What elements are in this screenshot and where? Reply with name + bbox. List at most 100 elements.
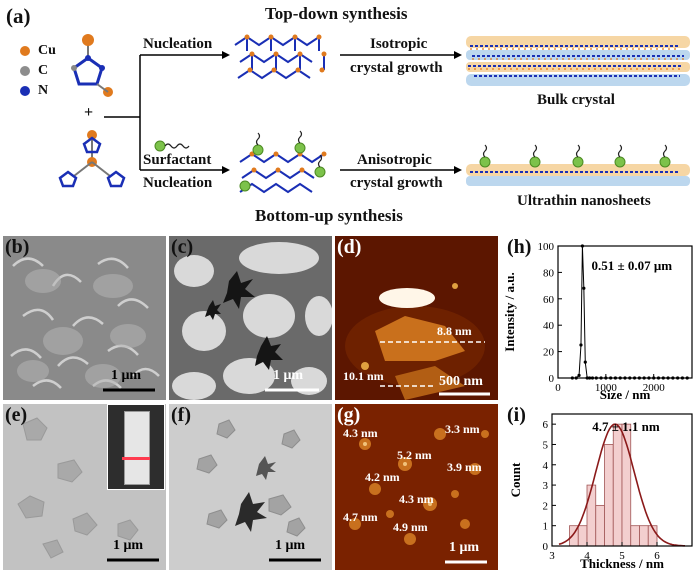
panel-d-height-2: 10.1 nm [343, 369, 384, 383]
panel-c-tem-image: (c) 1 μm [169, 236, 332, 400]
annotation: 4.7 ± 1.1 nm [592, 419, 660, 434]
y-tick-label: 6 [543, 419, 549, 431]
legend-c: C [20, 62, 48, 80]
x-axis-label: Thickness / nm [580, 556, 664, 571]
y-tick-label: 100 [538, 241, 555, 253]
y-tick-label: 3 [543, 480, 549, 492]
panel-c-scale: 1 μm [273, 368, 304, 383]
sem-texture [3, 236, 166, 400]
surfactant-label: Surfactant [143, 152, 212, 168]
x-tick-label: 0 [555, 382, 561, 394]
legend-cu-text: Cu [38, 43, 56, 59]
y-tick-label: 4 [543, 460, 549, 472]
panel-d-height-1: 8.8 nm [437, 324, 472, 338]
histogram-bar [586, 484, 597, 547]
data-point [632, 376, 637, 380]
afm-height-2: 3.3 nm [445, 422, 480, 436]
panel-c-label: (c) [171, 236, 194, 258]
panel-g-scale: 1 μm [449, 540, 480, 555]
panel-g-label: (g) [337, 404, 361, 426]
panel-h-chart: 0 1000 2000 0 20 40 60 80 100 Size / nm Intensity … [500, 236, 698, 404]
panel-d-scale: 500 nm [439, 374, 483, 389]
afm-height-3: 5.2 nm [397, 448, 432, 462]
bulk-crystal-icon [466, 36, 690, 86]
histogram-bar [577, 525, 588, 547]
n-dot-icon [20, 86, 30, 97]
y-tick-label: 0 [549, 373, 555, 385]
panel-e-tem-image: (e) 1 μm [3, 404, 166, 570]
data-point [680, 376, 685, 380]
data-point [656, 376, 661, 380]
data-point [579, 343, 583, 347]
isotropic-growth-label: crystal growth [350, 60, 443, 76]
data-point [676, 376, 680, 380]
histogram-bar [630, 525, 640, 547]
panel-d-afm-image: (d) 8.8 nm 10.1 nm 500 nm [335, 236, 498, 400]
afm-height-5: 4.2 nm [365, 470, 400, 484]
histogram-bar [639, 525, 649, 547]
data-point [587, 376, 592, 380]
data-point [580, 244, 585, 248]
data-point [604, 376, 608, 380]
y-axis-label: Count [508, 462, 523, 497]
y-tick-label: 5 [543, 439, 549, 451]
histogram-bar [612, 423, 623, 547]
data-point [642, 376, 646, 380]
tem-texture-f [169, 404, 332, 570]
data-point [585, 376, 589, 380]
y-tick-label: 40 [543, 320, 555, 332]
panel-f-tem-image: (f) 1 μm [169, 404, 332, 570]
dls-chart-svg: 0 1000 2000 0 20 40 60 80 100 Size / nm Intensity … [502, 241, 693, 402]
x-tick-label: 1000 [595, 382, 618, 394]
histogram-bar [604, 444, 614, 547]
panel-a-label: (a) [6, 4, 31, 28]
y-tick-label: 2 [543, 500, 549, 512]
afm-height-6: 4.3 nm [399, 492, 434, 506]
isotropic-label: Isotropic [370, 36, 428, 52]
triazole-molecule-icon [71, 34, 113, 97]
nanosheets-label: Ultrathin nanosheets [517, 193, 651, 209]
y-tick-label: 20 [543, 347, 555, 359]
surfactant-icon [154, 140, 166, 152]
data-point [666, 376, 670, 380]
panel-b-sem-image: (b) 1 μm [3, 236, 166, 400]
histogram-bar [595, 504, 605, 547]
panel-b-scale: 1 μm [111, 368, 142, 383]
tem-texture [169, 236, 332, 400]
x-tick-label: 6 [654, 550, 660, 562]
afm-texture-d [335, 236, 498, 400]
afm-height-8: 4.9 nm [393, 520, 428, 534]
data-point [599, 376, 603, 380]
cu-dot-icon [20, 46, 30, 57]
legend-n-text: N [38, 83, 49, 99]
anisotropic-growth-label: crystal growth [350, 175, 443, 191]
data-point [637, 376, 641, 380]
legend-cu: Cu [20, 42, 56, 60]
legend-n: N [20, 82, 48, 100]
x-tick-label: 3 [549, 550, 555, 562]
c-dot-icon [20, 66, 30, 77]
mof-lattice-bottom-icon [239, 152, 325, 194]
cuvette-icon [124, 411, 150, 485]
cuvette-inset [107, 404, 165, 490]
data-point [594, 376, 598, 380]
data-point [590, 376, 595, 380]
anisotropic-label: Anisotropic [357, 152, 432, 168]
panel-h-label: (h) [507, 236, 532, 258]
panel-i-chart: 3 4 5 6 0 1 2 3 4 5 6 Thickness / nm Count 4.7 ± 1.1 … [500, 404, 698, 574]
panel-g-afm-image: (g) 4.3 nm 3.3 nm 5.2 nm 3.9 nm 4.2 nm 4… [335, 404, 498, 570]
y-tick-label: 80 [543, 267, 555, 279]
panel-f-label: (f) [171, 404, 191, 426]
data-point [685, 376, 689, 380]
data-point [671, 376, 675, 380]
y-axis-label: Intensity / a.u. [502, 272, 517, 351]
tyndall-beam [122, 457, 150, 460]
x-tick-label: 4 [584, 550, 590, 562]
afm-height-1: 4.3 nm [343, 426, 378, 440]
data-point [577, 373, 581, 377]
data-point [613, 376, 618, 380]
bulk-crystal-label: Bulk crystal [537, 92, 615, 108]
data-point [618, 376, 622, 380]
data-point [661, 376, 665, 380]
